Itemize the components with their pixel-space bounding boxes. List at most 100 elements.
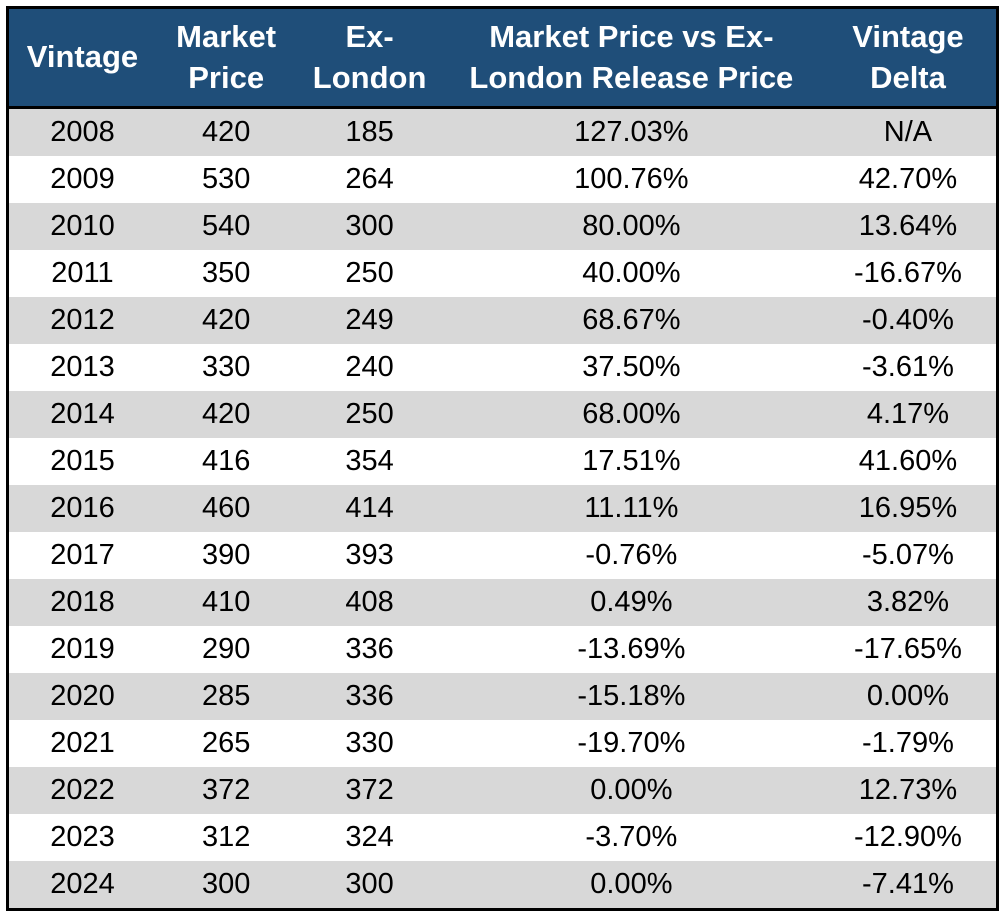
vintage-price-table: Vintage Market Price Ex- London Market Price …	[6, 6, 999, 911]
cell-vintage-delta: 16.95%	[819, 485, 998, 532]
cell-vintage: 2011	[7, 250, 156, 297]
cell-market-vs-release: 127.03%	[442, 107, 820, 156]
cell-vintage: 2021	[7, 720, 156, 767]
cell-market-price: 300	[155, 861, 297, 910]
cell-vintage-delta: -3.61%	[819, 344, 998, 391]
cell-vintage-delta: -12.90%	[819, 814, 998, 861]
cell-vintage: 2020	[7, 673, 156, 720]
cell-vintage-delta: -5.07%	[819, 532, 998, 579]
cell-market-vs-release: 0.00%	[442, 861, 820, 910]
table-row: 2017 390 393 -0.76% -5.07%	[7, 532, 998, 579]
cell-market-vs-release: 11.11%	[442, 485, 820, 532]
cell-ex-london: 300	[296, 861, 443, 910]
header-ex-london: Ex- London	[296, 7, 443, 109]
cell-market-price: 390	[155, 532, 297, 579]
cell-vintage-delta: -0.40%	[819, 297, 998, 344]
table-header: Vintage Market Price Ex- London Market Price …	[7, 7, 998, 109]
header-row: Vintage Market Price Ex- London Market Price …	[7, 7, 998, 109]
cell-vintage-delta: -7.41%	[819, 861, 998, 910]
column-header-line: Vintage	[26, 39, 139, 75]
cell-market-vs-release: 80.00%	[442, 203, 820, 250]
column-header-line: Market Price vs Ex-	[489, 19, 774, 55]
cell-market-price: 420	[155, 391, 297, 438]
cell-market-vs-release: 17.51%	[442, 438, 820, 485]
cell-vintage-delta: 3.82%	[819, 579, 998, 626]
cell-vintage: 2018	[7, 579, 156, 626]
cell-market-vs-release: 68.67%	[442, 297, 820, 344]
cell-vintage-delta: -16.67%	[819, 250, 998, 297]
cell-vintage: 2024	[7, 861, 156, 910]
cell-vintage: 2015	[7, 438, 156, 485]
cell-ex-london: 393	[296, 532, 443, 579]
cell-ex-london: 330	[296, 720, 443, 767]
header-market-vs-release: Market Price vs Ex- London Release Price	[442, 7, 820, 109]
cell-market-vs-release: 0.49%	[442, 579, 820, 626]
table-row: 2015 416 354 17.51% 41.60%	[7, 438, 998, 485]
column-header-line: Ex-	[345, 19, 394, 55]
column-header-line: Market	[176, 19, 277, 55]
column-header-line: Vintage	[852, 19, 964, 55]
cell-market-price: 530	[155, 156, 297, 203]
table-row: 2016 460 414 11.11% 16.95%	[7, 485, 998, 532]
cell-market-vs-release: 37.50%	[442, 344, 820, 391]
table-row: 2014 420 250 68.00% 4.17%	[7, 391, 998, 438]
cell-ex-london: 324	[296, 814, 443, 861]
cell-market-vs-release: -0.76%	[442, 532, 820, 579]
cell-vintage: 2010	[7, 203, 156, 250]
cell-vintage: 2014	[7, 391, 156, 438]
cell-market-price: 290	[155, 626, 297, 673]
table-row: 2023 312 324 -3.70% -12.90%	[7, 814, 998, 861]
header-market-price: Market Price	[155, 7, 297, 109]
cell-ex-london: 354	[296, 438, 443, 485]
header-vintage: Vintage	[7, 7, 156, 109]
cell-vintage: 2019	[7, 626, 156, 673]
table-row: 2022 372 372 0.00% 12.73%	[7, 767, 998, 814]
cell-ex-london: 185	[296, 107, 443, 156]
column-header-line: Price	[188, 59, 265, 95]
cell-market-vs-release: 100.76%	[442, 156, 820, 203]
cell-ex-london: 250	[296, 391, 443, 438]
table-row: 2012 420 249 68.67% -0.40%	[7, 297, 998, 344]
cell-ex-london: 372	[296, 767, 443, 814]
table-body: 2008 420 185 127.03% N/A 2009 530 264 100.76% 42.…	[7, 107, 998, 910]
cell-ex-london: 249	[296, 297, 443, 344]
table-row: 2019 290 336 -13.69% -17.65%	[7, 626, 998, 673]
cell-market-price: 330	[155, 344, 297, 391]
table-row: 2013 330 240 37.50% -3.61%	[7, 344, 998, 391]
cell-ex-london: 250	[296, 250, 443, 297]
cell-vintage-delta: -17.65%	[819, 626, 998, 673]
cell-vintage: 2022	[7, 767, 156, 814]
cell-vintage: 2008	[7, 107, 156, 156]
cell-vintage: 2016	[7, 485, 156, 532]
cell-market-vs-release: -15.18%	[442, 673, 820, 720]
cell-vintage-delta: N/A	[819, 107, 998, 156]
cell-vintage-delta: -1.79%	[819, 720, 998, 767]
cell-ex-london: 264	[296, 156, 443, 203]
cell-market-price: 285	[155, 673, 297, 720]
table-row: 2020 285 336 -15.18% 0.00%	[7, 673, 998, 720]
cell-market-vs-release: 68.00%	[442, 391, 820, 438]
cell-market-vs-release: -13.69%	[442, 626, 820, 673]
cell-market-price: 265	[155, 720, 297, 767]
cell-ex-london: 414	[296, 485, 443, 532]
table-row: 2018 410 408 0.49% 3.82%	[7, 579, 998, 626]
cell-vintage-delta: 12.73%	[819, 767, 998, 814]
cell-ex-london: 336	[296, 673, 443, 720]
cell-ex-london: 408	[296, 579, 443, 626]
column-header-line: London	[312, 59, 427, 95]
cell-vintage-delta: 42.70%	[819, 156, 998, 203]
cell-market-price: 420	[155, 107, 297, 156]
cell-ex-london: 300	[296, 203, 443, 250]
cell-market-price: 350	[155, 250, 297, 297]
table-row: 2011 350 250 40.00% -16.67%	[7, 250, 998, 297]
table-row: 2021 265 330 -19.70% -1.79%	[7, 720, 998, 767]
cell-vintage-delta: 4.17%	[819, 391, 998, 438]
cell-vintage: 2023	[7, 814, 156, 861]
cell-vintage: 2012	[7, 297, 156, 344]
table-row: 2009 530 264 100.76% 42.70%	[7, 156, 998, 203]
cell-vintage-delta: 13.64%	[819, 203, 998, 250]
cell-market-price: 460	[155, 485, 297, 532]
cell-market-price: 420	[155, 297, 297, 344]
cell-ex-london: 240	[296, 344, 443, 391]
cell-vintage-delta: 41.60%	[819, 438, 998, 485]
